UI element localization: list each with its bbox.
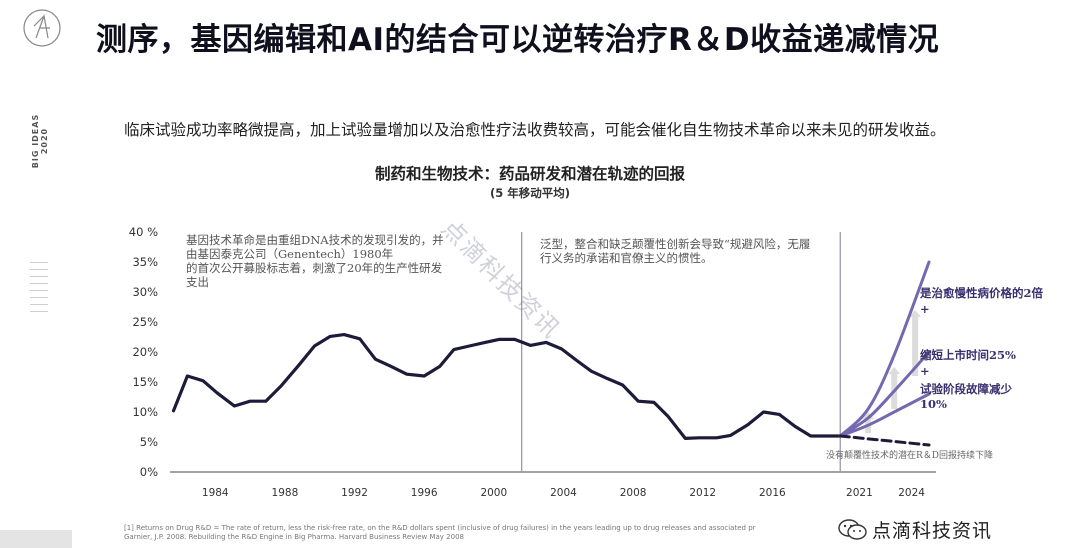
page-subtitle: 临床试验成功率略微提高，加上试验量增加以及治愈性疗法收费较高，可能会催化自生物技… [124,121,946,139]
x-tick-label: 1988 [272,487,299,499]
annotation-middle-line: 行义务的承诺和官僚主义的惯性。 [540,251,713,265]
footnote: [1] Returns on Drug R&D = The rate of re… [124,524,844,542]
label-time-to-market: 缩短上市时间25% [920,348,1016,362]
series-projection-high [838,260,931,438]
brand: 点滴科技资讯 [838,516,992,543]
x-tick-label: 2004 [550,487,577,499]
x-tick-label: 2000 [480,487,507,499]
logo [23,9,61,47]
y-tick-label: 0% [140,465,158,479]
label-trial-failure-line: 试验阶段故障减少 [920,382,1012,396]
page-title: 测序，基因编辑和AI的结合可以逆转治疗R＆D收益递减情况 [96,22,940,58]
x-tick-label: 1996 [411,487,438,499]
label-decline: 没有颠覆性技术的潜在R＆D回报持续下降 [826,449,993,461]
y-tick-label: 30% [132,285,158,299]
x-tick-label: 2012 [689,487,716,499]
series-historical-returns [171,333,842,440]
chart-title: 制药和生物技术：药品研发和潜在轨迹的回报 [374,165,685,183]
label-plus-1: + [920,302,930,316]
label-trial-failure-line: 10% [920,397,947,411]
arrow-shaft [912,316,919,376]
annotation-middle-line: 泛型，整合和缺乏颠覆性创新会导致“规避风险，无履 [540,237,811,251]
footnote-line1: [1] Returns on Drug R&D = The rate of re… [124,524,756,532]
label-price: 是治愈慢性病价格的2倍 [919,286,1044,300]
x-tick-label: 2024 [898,487,925,499]
wechat-icon [838,518,867,540]
x-tick-label: 2021 [846,487,873,499]
annotation-left-line: 由基因泰克公司（Genentech）1980年 [186,247,393,261]
y-tick-label: 15% [132,375,158,389]
x-tick-label: 1984 [202,487,229,499]
y-tick-label: 10% [132,405,158,419]
corner-block [0,530,72,548]
brand-text: 点滴科技资讯 [872,520,993,542]
footnote-line2: Garnier, J.P. 2008. Rebuilding the R&D E… [124,533,464,541]
label-plus-2: + [920,364,930,378]
series-projection-low [838,392,931,438]
arrow-icon [888,367,901,374]
arrow-icon [909,310,922,317]
series-decline-dashed [838,434,931,447]
x-tick-label: 2016 [759,487,786,499]
y-tick-label: 35% [132,255,158,269]
annotation-left-line: 基因技术革命是由重组DNA技术的发现引发的，并 [186,233,444,247]
annotation-left-line: 支出 [186,275,209,289]
chart-subtitle: (5 年移动平均) [489,186,571,200]
y-tick-label: 5% [140,435,158,449]
x-tick-label: 1992 [341,487,368,499]
y-tick-label: 40 % [129,225,158,239]
annotation-left: 基因技术革命是由重组DNA技术的发现引发的，并由基因泰克公司（Genentech… [186,233,444,289]
side-decoration [30,262,48,318]
series-projection-mid [838,350,931,438]
y-tick-label: 25% [132,315,158,329]
x-tick-label: 2008 [620,487,647,499]
y-tick-label: 20% [132,345,158,359]
annotation-left-line: 的首次公开募股标志着，刺激了20年的生产性研发 [186,261,443,275]
